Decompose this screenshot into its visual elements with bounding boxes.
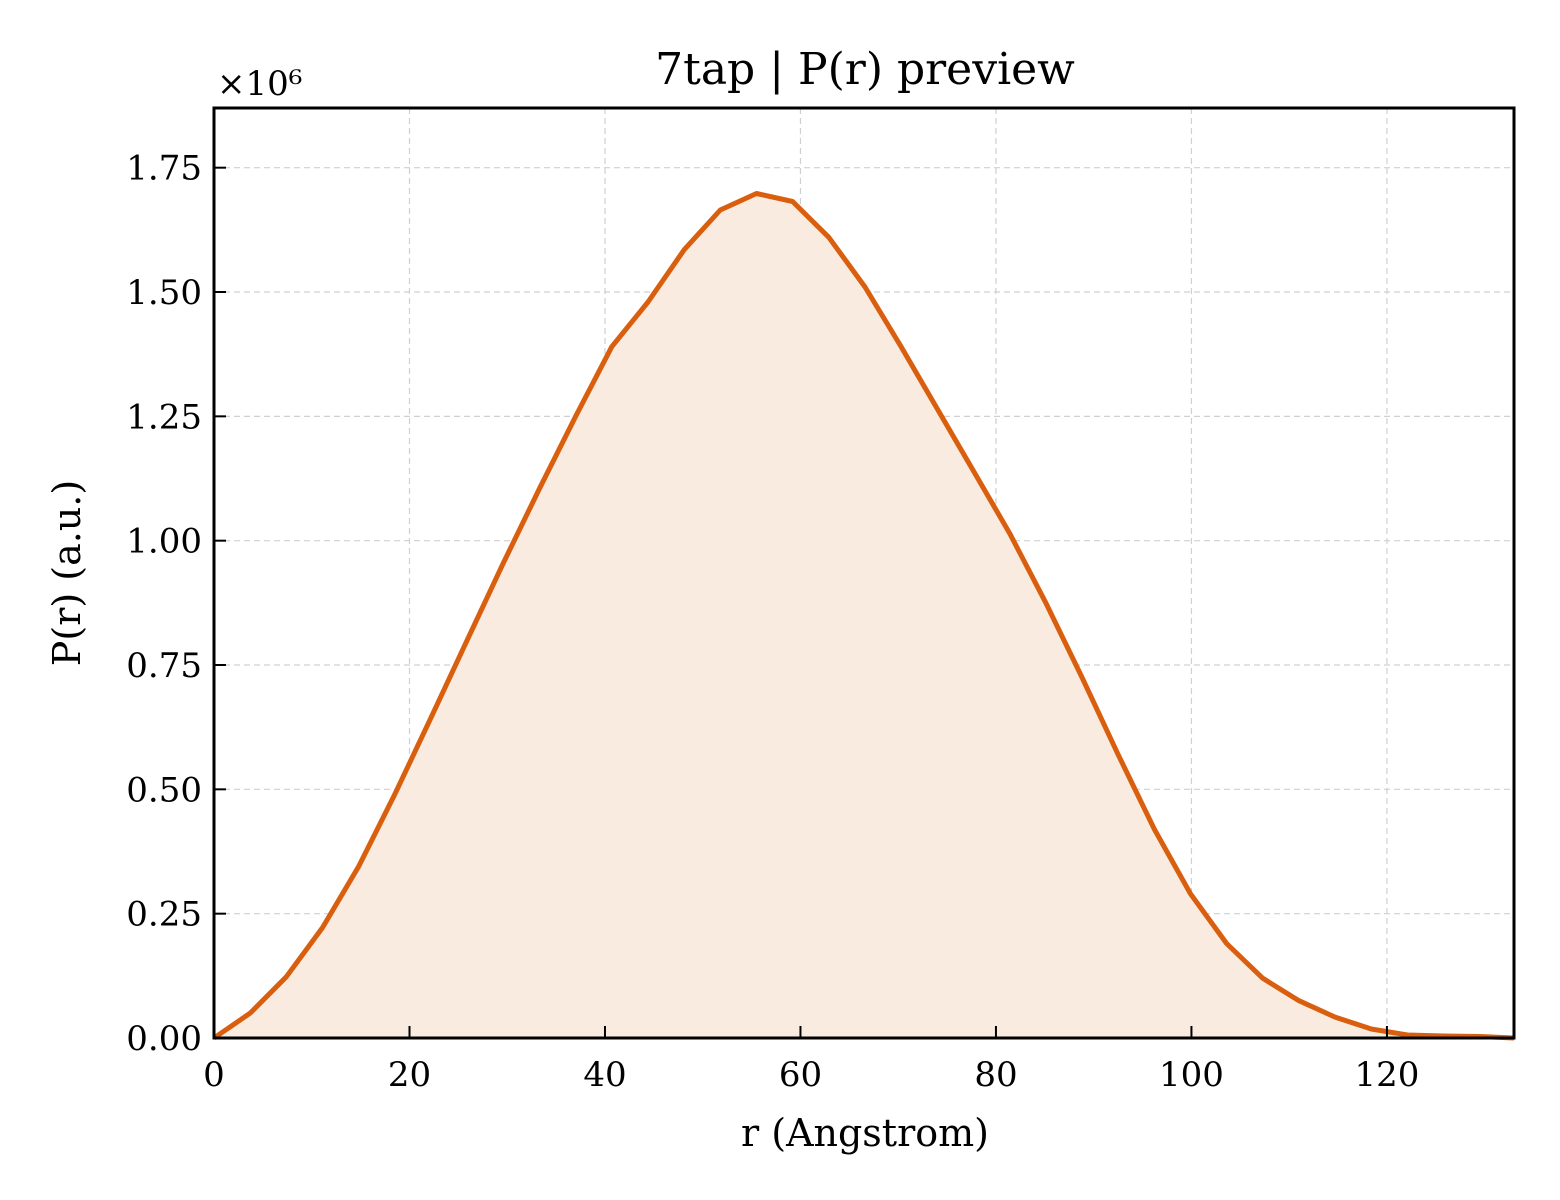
y-tick-label: 1.00 <box>126 522 202 562</box>
x-tick-label: 80 <box>974 1055 1017 1095</box>
y-tick-label: 0.50 <box>126 770 202 810</box>
y-axis-ticks: 0.00 0.25 0.50 0.75 1.00 1.25 1.50 1.75 <box>126 149 226 1059</box>
x-axis-label: r (Angstrom) <box>741 1111 989 1155</box>
x-tick-label: 40 <box>583 1055 626 1095</box>
x-tick-label: 60 <box>779 1055 822 1095</box>
y-tick-label: 1.25 <box>126 397 202 437</box>
chart-title: 7tap | P(r) preview <box>655 44 1075 95</box>
plot-frame <box>212 106 1516 1040</box>
y-tick-label: 0.75 <box>126 646 202 686</box>
pr-area-fill <box>214 193 1514 1038</box>
pr-series-line <box>212 191 1515 1041</box>
y-multiplier-label: ×10⁶ <box>217 64 302 104</box>
y-tick-label: 0.00 <box>126 1019 202 1059</box>
x-tick-label: 100 <box>1159 1055 1224 1095</box>
x-tick-label: 20 <box>388 1055 431 1095</box>
x-axis-ticks: 0 20 40 60 80 100 120 <box>203 1026 1419 1095</box>
x-tick-label: 120 <box>1354 1055 1419 1095</box>
y-tick-label: 0.25 <box>126 895 202 935</box>
x-tick-label: 0 <box>203 1055 225 1095</box>
y-tick-label: 1.75 <box>126 149 202 189</box>
y-axis-label: P(r) (a.u.) <box>45 480 89 666</box>
y-tick-label: 1.50 <box>126 273 202 313</box>
